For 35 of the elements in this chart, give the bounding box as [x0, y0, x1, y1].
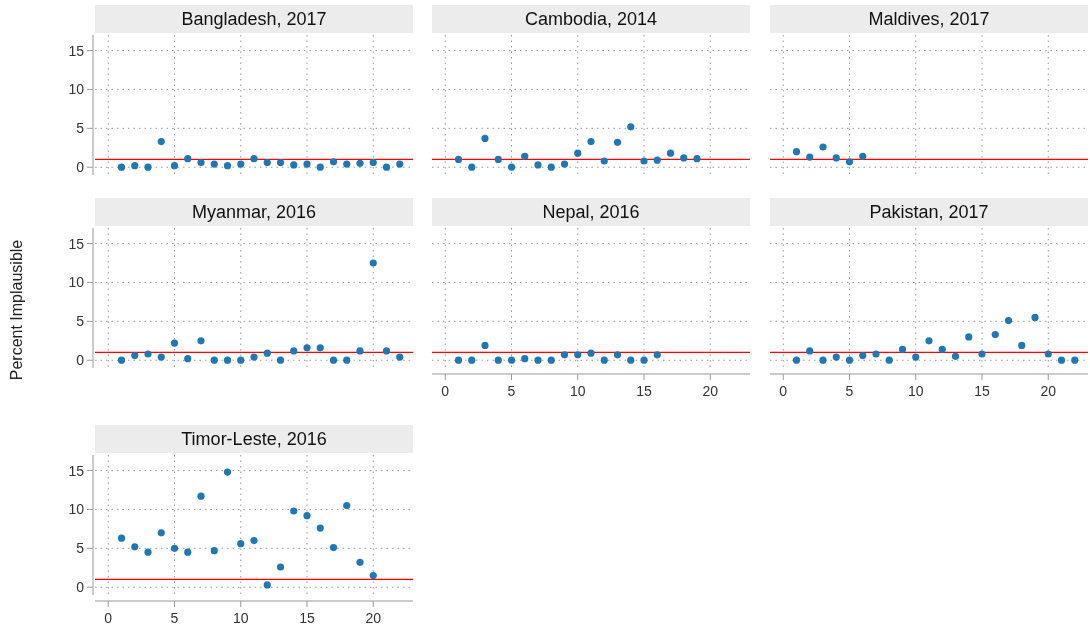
y-tick-label: 5: [76, 120, 85, 137]
y-tick-label: 10: [68, 501, 85, 518]
y-axis-title: Percent Implausible: [8, 239, 25, 381]
x-tick-label: 20: [1040, 383, 1057, 399]
y-tick-label: 10: [68, 81, 85, 98]
x-tick-label: 20: [365, 610, 382, 626]
x-tick-label: 5: [845, 383, 854, 399]
x-tick-label: 20: [702, 383, 719, 399]
x-tick-label: 5: [170, 610, 179, 626]
y-tick-label: 15: [68, 462, 85, 479]
y-tick-label: 15: [68, 235, 85, 252]
y-tick-label: 10: [68, 274, 85, 291]
chart-title: Cambodia, 2014: [524, 9, 658, 29]
x-tick-label: 0: [441, 383, 450, 399]
x-tick-label: 15: [636, 383, 652, 399]
x-tick-label: 0: [779, 383, 788, 399]
x-tick-label: 0: [104, 610, 113, 626]
x-tick-label: 10: [232, 610, 249, 626]
x-tick-label: 10: [907, 383, 924, 399]
chart-title: Myanmar, 2016: [191, 202, 317, 222]
y-tick-label: 15: [68, 42, 85, 59]
chart-title: Maldives, 2017: [868, 9, 990, 29]
x-tick-label: 15: [974, 383, 990, 399]
chart-title: Nepal, 2016: [542, 202, 640, 222]
y-tick-label: 5: [76, 540, 85, 557]
chart-title: Pakistan, 2017: [869, 202, 989, 222]
y-tick-label: 0: [76, 579, 85, 596]
x-tick-label: 5: [507, 383, 516, 399]
chart-title: Bangladesh, 2017: [181, 9, 327, 29]
chart-title: Timor-Leste, 2016: [181, 429, 327, 449]
y-tick-label: 0: [76, 159, 85, 176]
x-tick-label: 15: [299, 610, 315, 626]
y-tick-label: 5: [76, 313, 85, 330]
y-tick-label: 0: [76, 352, 85, 369]
x-tick-label: 10: [569, 383, 586, 399]
